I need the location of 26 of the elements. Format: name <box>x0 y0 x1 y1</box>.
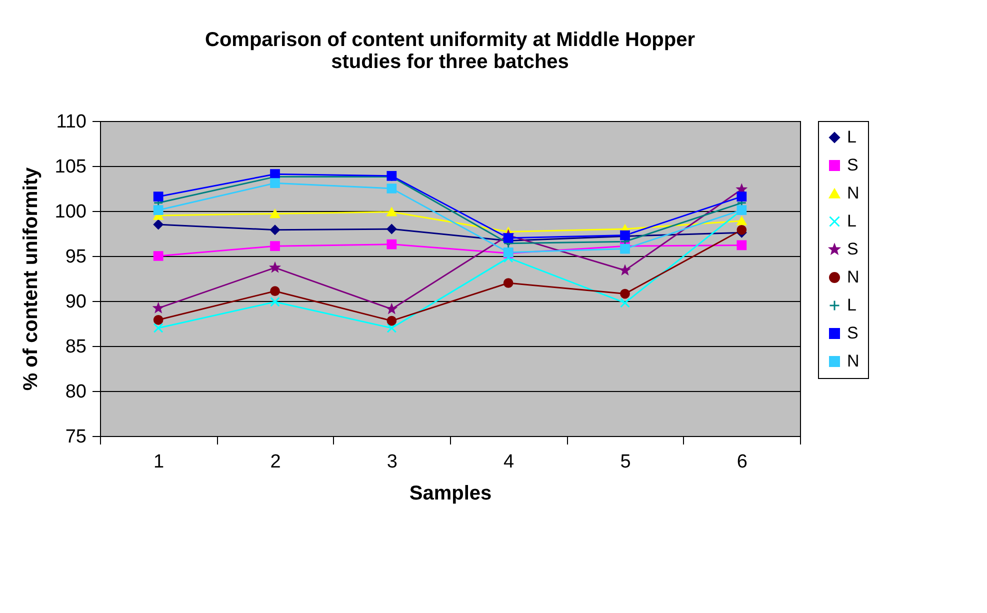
legend-label: S <box>847 324 858 342</box>
x-axis-title: Samples <box>409 482 492 504</box>
y-tick-label: 105 <box>54 156 86 178</box>
x-tick-label: 2 <box>270 452 281 472</box>
y-tick-label: 85 <box>65 336 86 358</box>
y-axis-title: % of content uniformity <box>20 166 42 391</box>
x-tick-label: 1 <box>154 452 164 472</box>
legend-label: S <box>847 156 858 174</box>
y-tick-label: 95 <box>65 246 86 268</box>
legend-label: L <box>847 128 856 146</box>
y-tick-label: 100 <box>54 202 86 222</box>
y-tick-label: 110 <box>56 112 86 132</box>
y-tick-label: 90 <box>65 292 86 312</box>
legend-label: S <box>847 240 858 258</box>
y-tick-label: 75 <box>65 426 86 448</box>
legend-label: N <box>847 184 860 202</box>
x-tick-label: 5 <box>620 452 631 472</box>
x-tick-label: 6 <box>736 452 748 472</box>
legend-label: N <box>847 352 860 370</box>
y-tick-label: 80 <box>65 382 86 402</box>
legend-label: N <box>847 268 860 286</box>
legend-label: L <box>847 296 856 314</box>
x-tick-label: 4 <box>504 452 515 472</box>
chart-title: Comparison of content uniformity at Middle Hopper studies for three batches <box>205 29 696 73</box>
x-tick-label: 3 <box>386 452 398 472</box>
legend-label: L <box>847 212 856 230</box>
